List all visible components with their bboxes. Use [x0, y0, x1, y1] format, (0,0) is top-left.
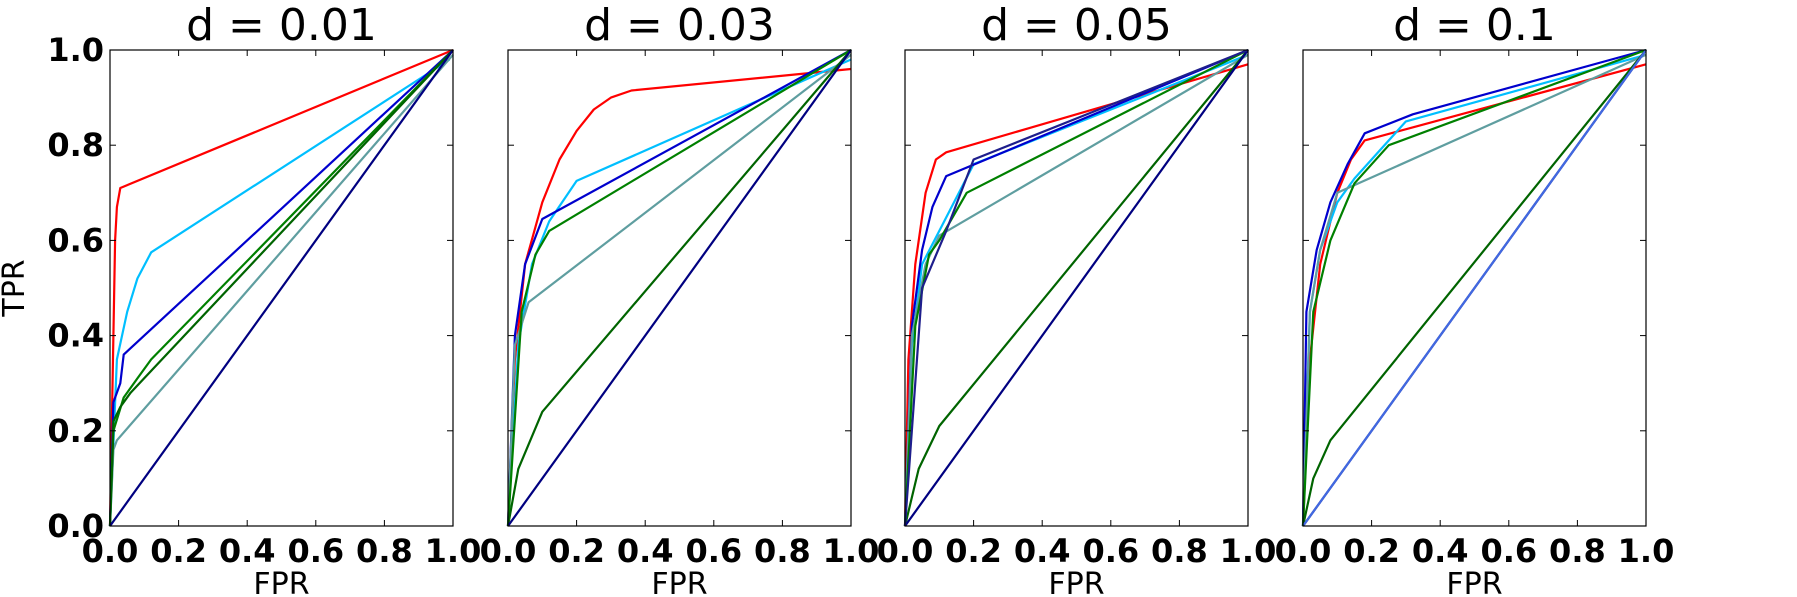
x-tick-label: 0.6: [1480, 532, 1537, 570]
y-tick-label: 0.2: [47, 412, 104, 450]
x-axis-label: FPR: [651, 567, 707, 597]
x-tick-label: 0.2: [150, 532, 207, 570]
x-tick-label: 0.4: [219, 532, 276, 570]
x-tick-label: 1.0: [425, 532, 482, 570]
series-line-7: [507, 49, 852, 527]
x-axis-label: FPR: [1048, 567, 1104, 597]
panel-title: d = 0.01: [186, 0, 377, 51]
series-line-4: [903, 53, 1249, 527]
series-line-1: [1301, 63, 1647, 527]
series-line-1: [903, 63, 1249, 527]
panel-2: 0.0 0.2 0.4 0.6 0.8 1.0 d = 0.03 FPR: [480, 0, 880, 597]
series-line-1: [506, 67, 852, 527]
x-tick-label: 0.4: [1014, 532, 1071, 570]
panel-title: d = 0.1: [1393, 0, 1556, 51]
x-tick-label: 0.0: [877, 532, 934, 570]
series-line-5: [506, 49, 852, 527]
series-line-8: [903, 48, 1249, 527]
panel-3: 0.0 0.2 0.4 0.6 0.8 1.0 d = 0.05 FPR: [877, 0, 1277, 597]
plot-frame: [109, 49, 454, 527]
x-tick-label: 0.4: [617, 532, 674, 570]
x-tick-label: 0.0: [1275, 532, 1332, 570]
plot-frame: [507, 49, 852, 527]
series-line-3: [1301, 48, 1647, 527]
panel-4: 0.0 0.2 0.4 0.6 0.8 1.0 d = 0.1 FPR: [1275, 0, 1675, 597]
x-axis-label: FPR: [1446, 567, 1502, 597]
series-line-4: [1301, 53, 1647, 527]
x-tick-label: 0.0: [82, 532, 139, 570]
panel-title: d = 0.05: [981, 0, 1172, 51]
x-tick-label: 0.6: [685, 532, 742, 570]
series-line-6: [108, 49, 454, 527]
x-tick-label: 1.0: [1220, 532, 1277, 570]
x-tick-label: 0.2: [945, 532, 1002, 570]
x-tick-label: 0.0: [480, 532, 537, 570]
panel-1: 0.0 0.2 0.4 0.6 0.8 1.0 0.0 0.2 0.4 0.6 0.8 1.0 d = …: [0, 0, 481, 597]
y-tick-label: 0.4: [47, 317, 104, 355]
x-tick-label: 0.8: [1151, 532, 1208, 570]
x-tick-label: 0.8: [1549, 532, 1606, 570]
series-line-6: [506, 49, 852, 527]
y-tick-label: 0.6: [47, 221, 104, 259]
x-tick-label: 0.8: [356, 532, 413, 570]
x-tick-label: 0.2: [548, 532, 605, 570]
plot-frame: [904, 49, 1249, 527]
y-tick-label: 1.0: [47, 31, 104, 69]
x-tick-label: 0.6: [1082, 532, 1139, 570]
series-line-1: [108, 48, 454, 527]
series-line-6: [903, 49, 1249, 527]
series-line-7: [904, 49, 1249, 527]
x-tick-label: 0.8: [754, 532, 811, 570]
series-line-7: [109, 49, 454, 527]
series-line-2: [108, 58, 451, 527]
x-tick-label: 1.0: [1618, 532, 1675, 570]
x-tick-label: 0.4: [1412, 532, 1469, 570]
plot-frame: [1302, 49, 1647, 527]
y-tick-label: 0.0: [47, 507, 104, 545]
series-line-5: [903, 49, 1249, 527]
x-tick-label: 0.2: [1343, 532, 1400, 570]
x-tick-label: 1.0: [823, 532, 880, 570]
series-line-6: [1301, 49, 1647, 527]
x-axis-label: FPR: [253, 567, 309, 597]
y-axis-label: TPR: [0, 259, 32, 317]
y-tick-label: 0.8: [47, 126, 104, 164]
series-line-8: [1302, 49, 1647, 527]
panel-title: d = 0.03: [584, 0, 775, 51]
x-tick-label: 0.6: [287, 532, 344, 570]
series-line-5: [1301, 48, 1647, 527]
